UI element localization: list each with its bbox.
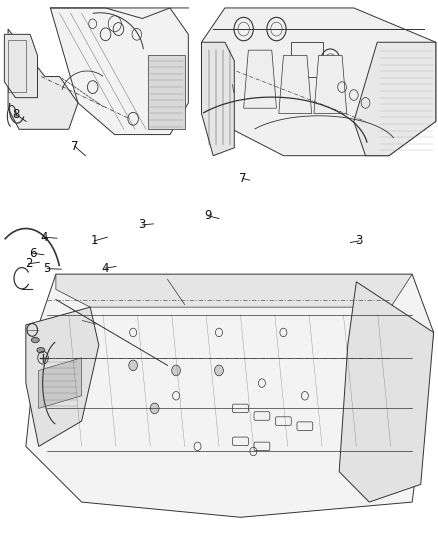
Text: 3: 3	[356, 235, 363, 247]
Polygon shape	[56, 274, 412, 307]
Text: 3: 3	[139, 219, 146, 231]
Text: 7: 7	[71, 140, 78, 152]
Polygon shape	[279, 55, 311, 114]
Polygon shape	[50, 8, 188, 134]
Polygon shape	[8, 29, 78, 130]
Circle shape	[172, 365, 180, 376]
Text: 8: 8	[13, 108, 20, 121]
Text: 1: 1	[90, 235, 98, 247]
Polygon shape	[26, 274, 434, 517]
Ellipse shape	[37, 348, 45, 353]
Polygon shape	[314, 55, 347, 114]
Polygon shape	[354, 42, 436, 156]
Text: 9: 9	[204, 209, 212, 222]
Polygon shape	[201, 42, 234, 156]
Polygon shape	[339, 282, 434, 502]
Polygon shape	[39, 358, 81, 408]
Text: 5: 5	[44, 262, 51, 275]
Polygon shape	[4, 34, 38, 98]
Text: 7: 7	[239, 172, 247, 185]
Polygon shape	[26, 307, 99, 447]
Polygon shape	[148, 55, 185, 130]
Polygon shape	[201, 8, 436, 156]
Circle shape	[129, 360, 138, 371]
Circle shape	[150, 403, 159, 414]
Text: 4: 4	[101, 262, 109, 274]
Ellipse shape	[32, 337, 39, 343]
Polygon shape	[244, 50, 276, 108]
Text: 6: 6	[29, 247, 37, 260]
Circle shape	[215, 365, 223, 376]
Text: 2: 2	[25, 257, 32, 270]
Text: 4: 4	[40, 231, 48, 244]
